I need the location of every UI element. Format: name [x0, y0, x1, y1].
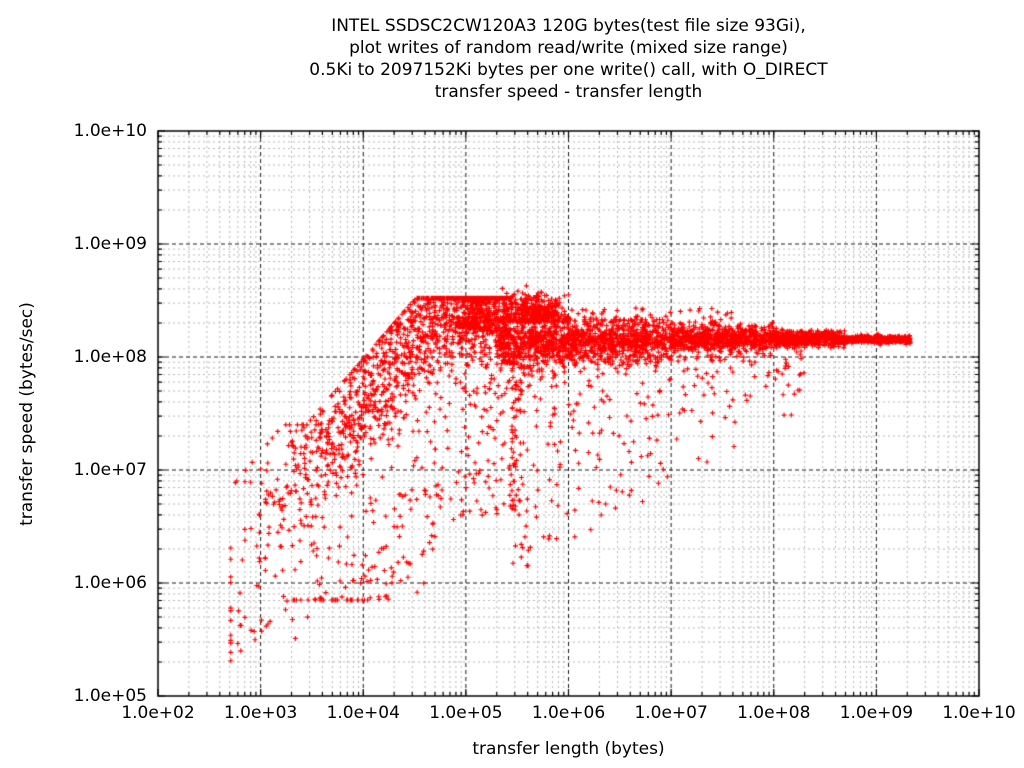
- y-tick-label: 1.0e+10: [73, 121, 147, 141]
- x-axis-label: transfer length (bytes): [472, 739, 665, 759]
- x-tick-label: 1.0e+08: [737, 703, 811, 723]
- y-tick-label: 1.0e+06: [73, 573, 147, 593]
- title-line-4: transfer speed - transfer length: [434, 82, 703, 102]
- x-tick-label: 1.0e+02: [121, 703, 195, 723]
- x-tick-label: 1.0e+09: [839, 703, 914, 723]
- y-tick-label: 1.0e+05: [73, 686, 147, 706]
- y-tick-label: 1.0e+09: [73, 234, 147, 254]
- chart-title: INTEL SSDSC2CW120A3 120G bytes(test file…: [158, 15, 979, 103]
- x-tick-label: 1.0e+05: [429, 703, 503, 723]
- x-tick-label: 1.0e+04: [326, 703, 400, 723]
- y-axis-label: transfer speed (bytes/sec): [17, 302, 37, 526]
- y-tick-label: 1.0e+08: [73, 347, 147, 367]
- title-line-3: 0.5Ki to 2097152Ki bytes per one write()…: [309, 60, 828, 80]
- x-tick-label: 1.0e+06: [531, 703, 606, 723]
- x-tick-label: 1.0e+07: [634, 703, 708, 723]
- title-line-2: plot writes of random read/write (mixed …: [349, 38, 788, 58]
- x-tick-label: 1.0e+03: [223, 703, 298, 723]
- title-line-1: INTEL SSDSC2CW120A3 120G bytes(test file…: [331, 16, 806, 36]
- x-tick-label: 1.0e+10: [942, 703, 1016, 723]
- y-tick-label: 1.0e+07: [73, 460, 147, 480]
